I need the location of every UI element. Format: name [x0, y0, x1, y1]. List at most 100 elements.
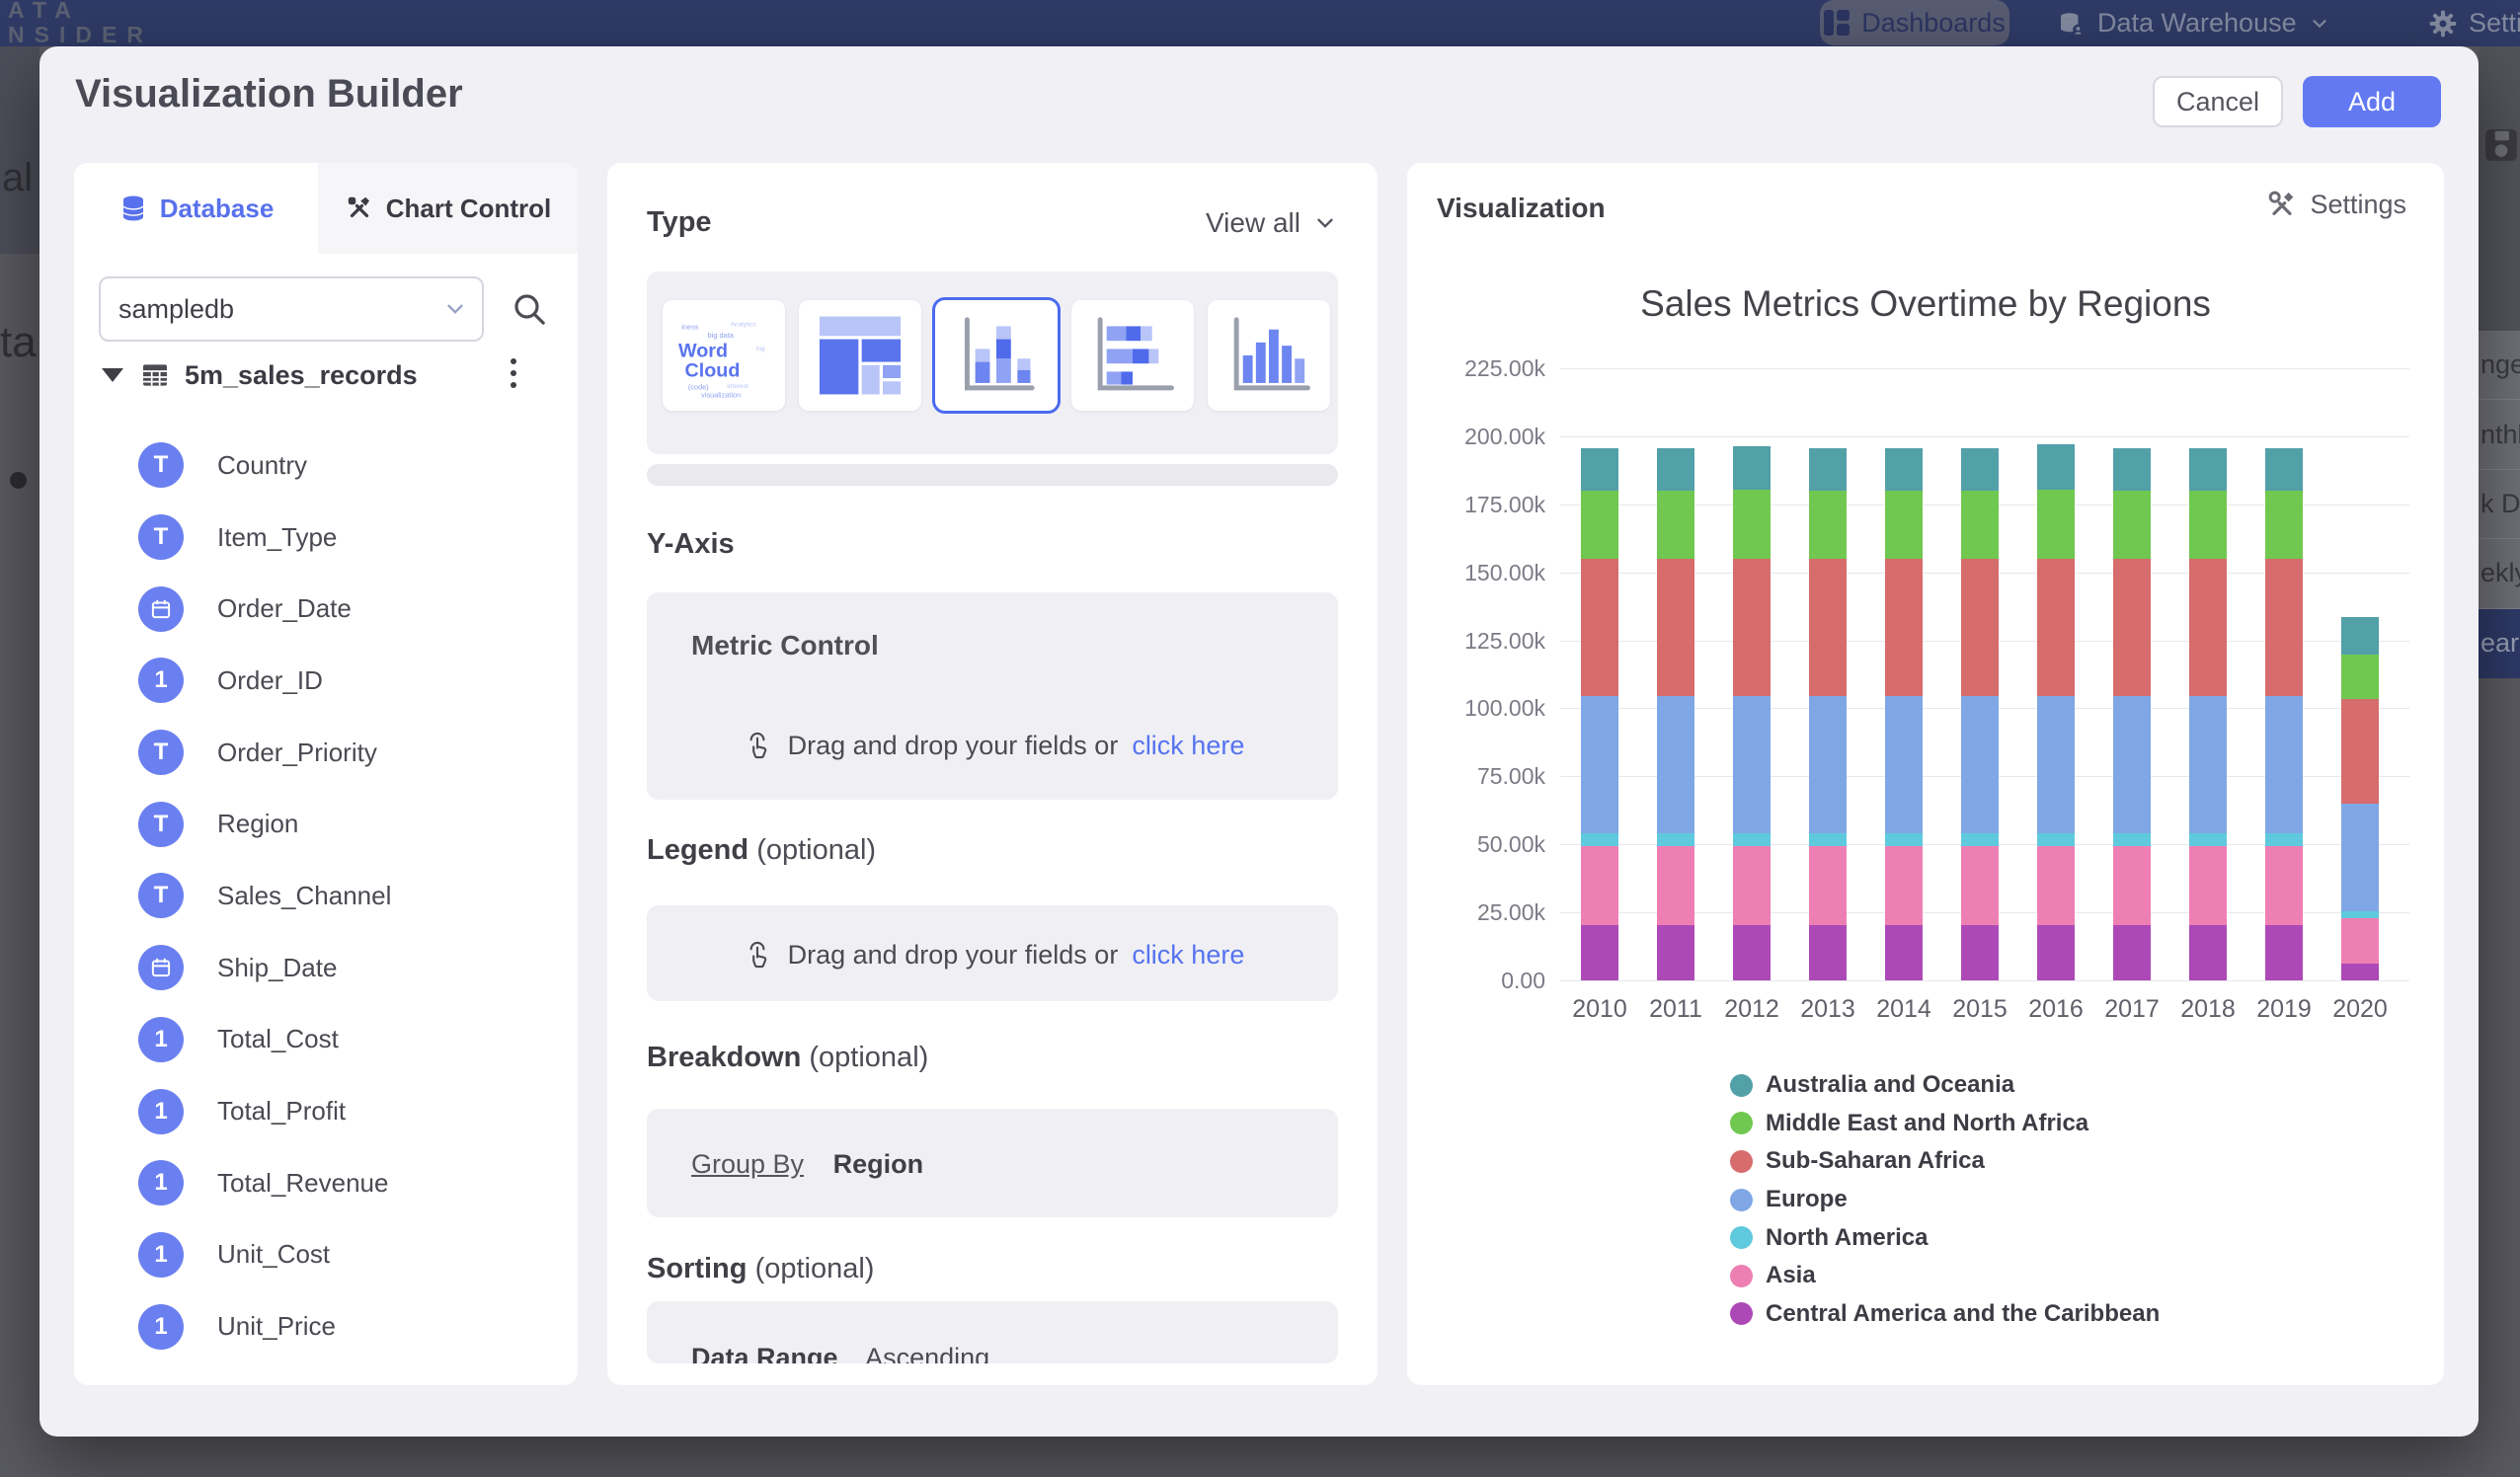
bar-segment[interactable]: [1961, 924, 1999, 980]
bar-segment[interactable]: [1657, 833, 1694, 846]
field-item-sales_channel[interactable]: T Sales_Channel: [74, 860, 578, 932]
bar-segment[interactable]: [2189, 491, 2227, 559]
table-menu-button[interactable]: [507, 354, 520, 392]
bar-segment[interactable]: [1809, 448, 1847, 491]
bar-segment[interactable]: [1657, 558, 1694, 697]
bar-segment[interactable]: [2037, 924, 2075, 980]
database-select[interactable]: sampledb: [99, 276, 484, 342]
bar-segment[interactable]: [1657, 696, 1694, 834]
bar-segment[interactable]: [2189, 696, 2227, 834]
breakdown-dropzone[interactable]: Group By Region: [647, 1109, 1338, 1217]
bar-segment[interactable]: [1885, 696, 1923, 834]
bar-segment[interactable]: [1581, 924, 1618, 980]
bar-segment[interactable]: [1961, 833, 1999, 846]
bar-segment[interactable]: [2341, 654, 2379, 700]
bar-segment[interactable]: [2341, 617, 2379, 655]
field-item-order_priority[interactable]: T Order_Priority: [74, 717, 578, 789]
view-all-button[interactable]: View all: [1206, 207, 1338, 239]
legend-dropzone[interactable]: Drag and drop your fields or click here: [647, 905, 1338, 1001]
search-button[interactable]: [510, 289, 549, 329]
cancel-button[interactable]: Cancel: [2153, 76, 2283, 127]
bar-segment[interactable]: [1657, 448, 1694, 491]
bar-segment[interactable]: [1657, 924, 1694, 980]
bar-segment[interactable]: [2341, 963, 2379, 980]
field-item-order_id[interactable]: 1 Order_ID: [74, 645, 578, 717]
bar-segment[interactable]: [1885, 558, 1923, 697]
bar-segment[interactable]: [1809, 696, 1847, 834]
type-scrollbar[interactable]: [647, 464, 1338, 486]
legend-item[interactable]: North America: [1730, 1218, 2160, 1257]
bar-segment[interactable]: [1885, 833, 1923, 846]
legend-item[interactable]: Europe: [1730, 1181, 2160, 1219]
legend-item[interactable]: Asia: [1730, 1257, 2160, 1295]
table-tree-item[interactable]: 5m_sales_records: [102, 350, 556, 400]
bar-segment[interactable]: [1809, 491, 1847, 559]
bar-segment[interactable]: [2113, 833, 2151, 846]
bar-segment[interactable]: [2265, 696, 2303, 834]
field-item-country[interactable]: T Country: [74, 429, 578, 502]
bar-segment[interactable]: [1581, 558, 1618, 697]
nav-dashboards[interactable]: Dashboards: [1820, 0, 2009, 45]
bar-segment[interactable]: [1885, 491, 1923, 559]
legend-item[interactable]: Sub-Saharan Africa: [1730, 1142, 2160, 1181]
bar-segment[interactable]: [1809, 845, 1847, 925]
bar-segment[interactable]: [2113, 558, 2151, 697]
bar-segment[interactable]: [1961, 491, 1999, 559]
field-item-total_revenue[interactable]: 1 Total_Revenue: [74, 1147, 578, 1219]
bar-segment[interactable]: [2265, 833, 2303, 846]
bar-segment[interactable]: [2113, 924, 2151, 980]
bar-segment[interactable]: [2341, 804, 2379, 912]
bar-segment[interactable]: [1581, 833, 1618, 846]
bar-segment[interactable]: [2265, 558, 2303, 697]
bar-segment[interactable]: [2265, 491, 2303, 559]
bar-segment[interactable]: [2037, 558, 2075, 697]
bar-segment[interactable]: [2189, 924, 2227, 980]
bar-segment[interactable]: [1657, 491, 1694, 559]
click-here-link[interactable]: click here: [1132, 939, 1245, 970]
chart-type-column[interactable]: [1208, 300, 1330, 411]
bar-segment[interactable]: [1885, 924, 1923, 980]
bar-segment[interactable]: [2265, 845, 2303, 925]
bar-segment[interactable]: [1809, 924, 1847, 980]
bar-segment[interactable]: [1733, 696, 1771, 834]
bar-segment[interactable]: [2037, 696, 2075, 834]
group-by-link[interactable]: Group By: [691, 1149, 805, 1179]
bar-segment[interactable]: [1961, 558, 1999, 697]
bar-segment[interactable]: [1885, 845, 1923, 925]
bar-segment[interactable]: [2037, 833, 2075, 846]
bar-segment[interactable]: [1657, 845, 1694, 925]
metric-control-dropzone[interactable]: Metric Control Drag and drop your fields…: [647, 592, 1338, 800]
bar-segment[interactable]: [2037, 845, 2075, 925]
chart-settings-button[interactable]: Settings: [2266, 189, 2406, 220]
sorting-dropzone[interactable]: Data Range Ascending: [647, 1301, 1338, 1363]
bar-segment[interactable]: [2037, 489, 2075, 559]
bar-segment[interactable]: [1733, 489, 1771, 559]
tab-database[interactable]: Database: [74, 163, 318, 254]
tab-chart-control[interactable]: Chart Control: [318, 163, 578, 254]
bar-segment[interactable]: [1961, 845, 1999, 925]
field-item-order_date[interactable]: Order_Date: [74, 573, 578, 645]
field-item-unit_cost[interactable]: 1 Unit_Cost: [74, 1219, 578, 1291]
field-item-total_cost[interactable]: 1 Total_Cost: [74, 1004, 578, 1076]
bar-segment[interactable]: [1733, 445, 1771, 490]
bar-segment[interactable]: [2341, 699, 2379, 805]
add-button[interactable]: Add: [2303, 76, 2441, 127]
bar-segment[interactable]: [1733, 924, 1771, 980]
bar-segment[interactable]: [1961, 448, 1999, 491]
chart-type-treemap[interactable]: [799, 300, 921, 411]
nav-data-warehouse[interactable]: Data Warehouse: [2056, 0, 2330, 46]
bar-segment[interactable]: [1581, 696, 1618, 834]
field-item-ship_date[interactable]: Ship_Date: [74, 932, 578, 1004]
bar-segment[interactable]: [2189, 833, 2227, 846]
bar-segment[interactable]: [1733, 845, 1771, 925]
click-here-link[interactable]: click here: [1132, 730, 1245, 760]
bar-segment[interactable]: [1581, 845, 1618, 925]
bar-segment[interactable]: [2113, 491, 2151, 559]
bar-segment[interactable]: [1809, 833, 1847, 846]
field-item-unit_price[interactable]: 1 Unit_Price: [74, 1290, 578, 1362]
field-item-total_profit[interactable]: 1 Total_Profit: [74, 1075, 578, 1147]
bar-segment[interactable]: [2113, 845, 2151, 925]
bar-segment[interactable]: [2113, 448, 2151, 491]
bar-segment[interactable]: [1733, 558, 1771, 697]
bar-segment[interactable]: [2113, 696, 2151, 834]
